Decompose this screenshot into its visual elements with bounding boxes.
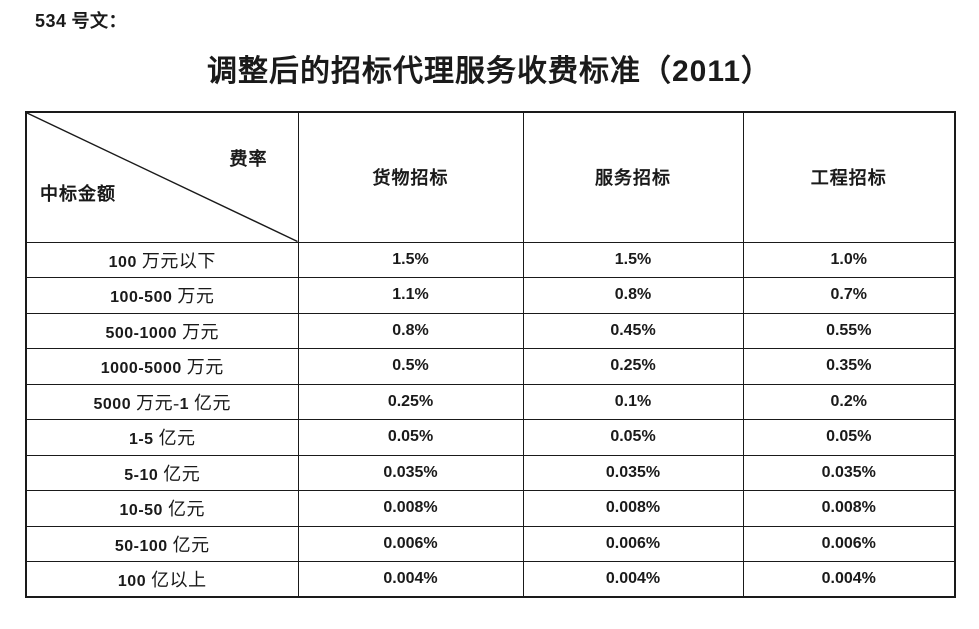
fee-value-service: 0.035%: [522, 454, 744, 491]
fee-value-goods: 0.25%: [297, 383, 524, 420]
table-row: 1-5 亿元 0.05% 0.05% 0.05%: [25, 419, 956, 456]
row-label-amount-range: 100 亿以上: [25, 561, 299, 598]
row-label-amount-range: 100 万元以下: [25, 241, 299, 278]
table-row: 100 万元以下 1.5% 1.5% 1.0%: [25, 241, 956, 278]
row-label-amount-range: 10-50 亿元: [25, 490, 299, 527]
table-header-row: 费率 中标金额 货物招标 服务招标 工程招标: [25, 111, 956, 243]
fee-value-goods: 1.5%: [297, 241, 524, 278]
corner-header-cell: 费率 中标金额: [25, 111, 299, 243]
fee-value-engineering: 0.55%: [742, 312, 956, 349]
fee-value-goods: 0.035%: [297, 454, 524, 491]
fee-value-goods: 0.8%: [297, 312, 524, 349]
fee-value-service: 1.5%: [522, 241, 744, 278]
table-row: 50-100 亿元 0.006% 0.006% 0.006%: [25, 525, 956, 562]
fee-value-service: 0.45%: [522, 312, 744, 349]
fee-value-engineering: 0.7%: [742, 277, 956, 314]
fee-value-engineering: 0.008%: [742, 490, 956, 527]
row-label-amount-range: 1-5 亿元: [25, 419, 299, 456]
fee-value-service: 0.1%: [522, 383, 744, 420]
fee-value-goods: 0.008%: [297, 490, 524, 527]
fee-value-service: 0.004%: [522, 561, 744, 598]
table-row: 100 亿以上 0.004% 0.004% 0.004%: [25, 561, 956, 598]
fee-value-service: 0.8%: [522, 277, 744, 314]
table-row: 5000 万元-1 亿元 0.25% 0.1% 0.2%: [25, 383, 956, 420]
fee-value-engineering: 0.035%: [742, 454, 956, 491]
fee-value-goods: 0.05%: [297, 419, 524, 456]
page-title: 调整后的招标代理服务收费标准（2011）: [206, 55, 773, 88]
fee-value-service: 0.25%: [522, 348, 744, 385]
fee-value-engineering: 1.0%: [742, 241, 956, 278]
corner-label-fee-rate: 费率: [229, 149, 268, 169]
table-row: 100-500 万元 1.1% 0.8% 0.7%: [25, 277, 956, 314]
fee-value-goods: 0.5%: [297, 348, 524, 385]
fee-value-engineering: 0.006%: [742, 525, 956, 562]
fee-value-engineering: 0.004%: [742, 561, 956, 598]
row-label-amount-range: 100-500 万元: [25, 277, 299, 314]
fee-value-service: 0.006%: [522, 525, 744, 562]
table-row: 1000-5000 万元 0.5% 0.25% 0.35%: [25, 348, 956, 385]
fee-value-goods: 0.006%: [297, 525, 524, 562]
column-header-goods-bidding: 货物招标: [297, 111, 524, 243]
diagonal-divider-line: [27, 113, 298, 242]
column-header-engineering-bidding: 工程招标: [742, 111, 956, 243]
fee-value-goods: 1.1%: [297, 277, 524, 314]
row-label-amount-range: 500-1000 万元: [25, 312, 299, 349]
row-label-amount-range: 50-100 亿元: [25, 525, 299, 562]
row-label-amount-range: 5000 万元-1 亿元: [25, 383, 299, 420]
row-label-amount-range: 1000-5000 万元: [25, 348, 299, 385]
table-row: 500-1000 万元 0.8% 0.45% 0.55%: [25, 312, 956, 349]
doc-number-label: 534 号文：: [35, 11, 128, 31]
fee-value-engineering: 0.2%: [742, 383, 956, 420]
table-row: 10-50 亿元 0.008% 0.008% 0.008%: [25, 490, 956, 527]
fee-value-service: 0.05%: [522, 419, 744, 456]
fee-standard-table: 费率 中标金额 货物招标 服务招标 工程招标 100 万元以下 1.5% 1.5…: [25, 111, 956, 598]
corner-label-bid-amount: 中标金额: [40, 183, 116, 204]
fee-value-engineering: 0.35%: [742, 348, 956, 385]
row-label-amount-range: 5-10 亿元: [25, 454, 299, 491]
fee-value-service: 0.008%: [522, 490, 744, 527]
column-header-service-bidding: 服务招标: [522, 111, 744, 243]
fee-value-engineering: 0.05%: [742, 419, 956, 456]
table-row: 5-10 亿元 0.035% 0.035% 0.035%: [25, 454, 956, 491]
fee-value-goods: 0.004%: [297, 561, 524, 598]
